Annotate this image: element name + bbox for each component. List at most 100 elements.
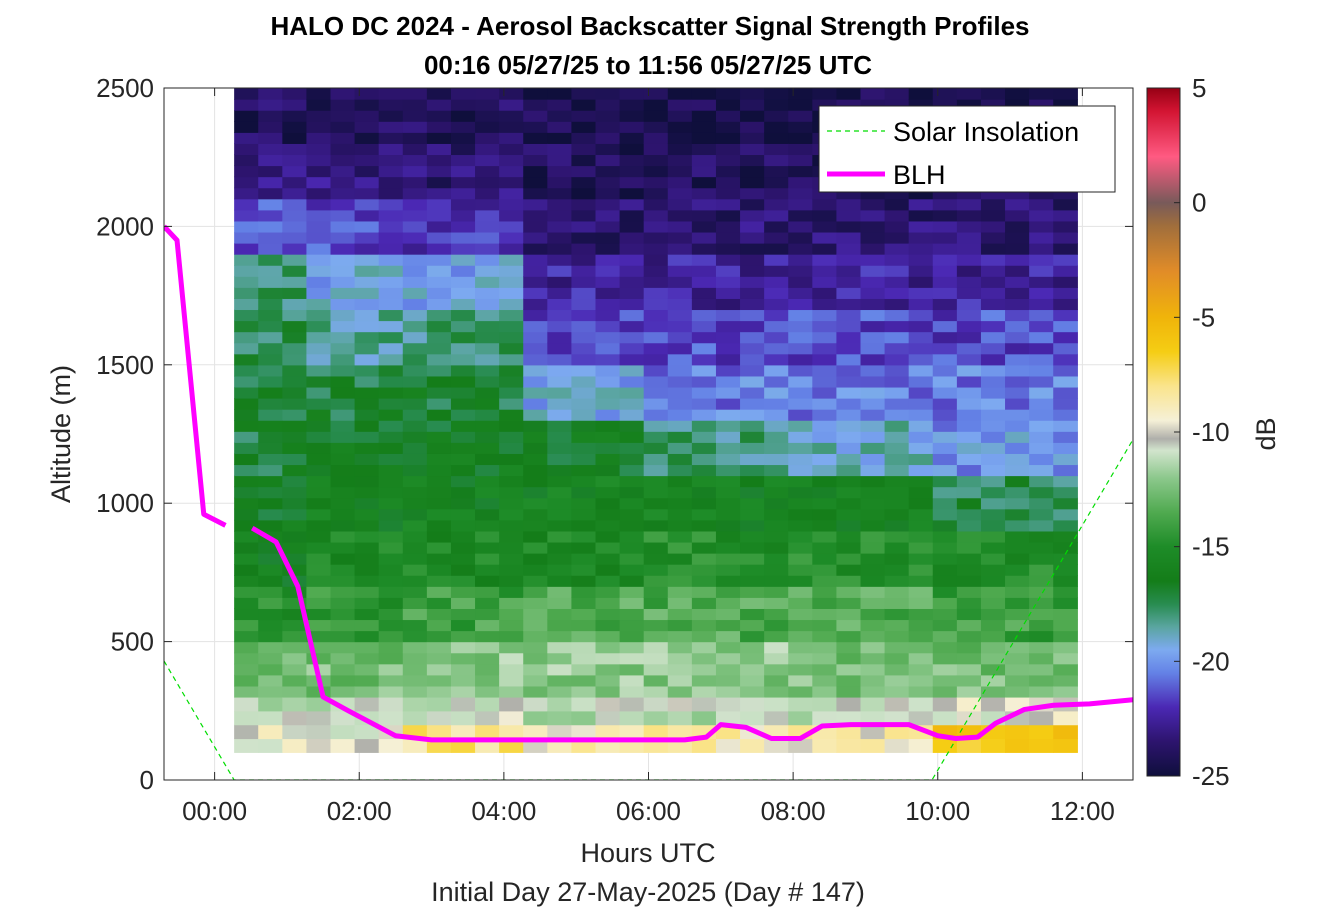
heatmap-cell [330,231,356,244]
heatmap-cell [306,541,332,554]
heatmap-cell [812,342,838,355]
heatmap-cell [354,342,380,355]
heatmap-cell [378,486,404,499]
heatmap-cell [499,231,524,244]
heatmap-cell [836,431,862,443]
heatmap-cell [547,553,573,565]
heatmap-cell [547,710,573,726]
heatmap-cell [426,597,452,609]
heatmap-cell [330,497,356,510]
heatmap-cell [740,386,765,399]
heatmap-cell [571,553,597,565]
heatmap-cell [499,110,524,122]
heatmap-cell [812,309,838,322]
heatmap-cell [715,597,741,609]
heatmap-cell [908,530,934,543]
heatmap-cell [595,652,621,665]
heatmap-cell [571,287,597,299]
heatmap-cell [450,320,476,333]
heatmap-cell [571,276,597,288]
heatmap-cell [1029,420,1054,432]
heatmap-cell [643,442,669,454]
heatmap-cell [956,287,982,299]
heatmap-cell [234,420,259,432]
heatmap-cell [234,652,259,665]
heatmap-cell [980,586,1006,598]
heatmap-cell [402,88,428,100]
heatmap-cell [306,298,332,311]
heatmap-cell [547,608,573,621]
heatmap-cell [884,497,910,510]
heatmap-cell [234,519,259,532]
heatmap-cell [547,154,573,167]
heatmap-cell [788,309,813,322]
heatmap-cell [860,464,886,477]
heatmap-cell [571,619,597,632]
heatmap-cell [499,663,524,676]
heatmap-cell [571,442,597,454]
heatmap-cell [234,431,259,443]
heatmap-cell [547,685,573,698]
heatmap-cell [1029,608,1054,621]
heatmap-cell [523,342,548,355]
heatmap-cell [740,553,765,565]
heatmap-cell [691,231,717,244]
heatmap-cell [234,685,259,698]
heatmap-cell [691,530,717,543]
heatmap-cell [234,738,259,753]
heatmap-cell [956,541,982,554]
heatmap-cell [691,696,717,712]
heatmap-cell [836,597,862,609]
heatmap-cell [643,619,669,632]
heatmap-cell [764,99,789,111]
heatmap-cell [499,608,524,621]
heatmap-cell [547,409,573,421]
heatmap-cell [788,254,813,266]
heatmap-cell [306,710,332,726]
heatmap-cell [234,508,259,521]
heatmap-cell [450,88,476,100]
heatmap-cell [547,386,573,399]
heatmap-cell [884,564,910,576]
heatmap-cell [980,696,1006,712]
heatmap-cell [1029,724,1054,740]
heatmap-cell [764,309,789,322]
heatmap-cell [523,353,548,366]
heatmap-cell [547,121,573,133]
heatmap-cell [691,453,717,466]
heatmap-cell [619,420,645,432]
heatmap-cell [956,553,982,565]
heatmap-cell [980,187,1006,200]
heatmap-cell [619,386,645,399]
heatmap-cell [980,464,1006,477]
heatmap-cell [764,121,789,133]
heatmap-cell [378,187,404,200]
heatmap-cell [1005,530,1030,543]
heatmap-cell [402,431,428,443]
heatmap-cell [450,386,476,399]
heatmap-cell [354,375,380,388]
heatmap-cell [812,276,838,288]
heatmap-cell [908,431,934,443]
heatmap-cell [980,243,1006,255]
heatmap-cell [715,710,741,726]
heatmap-cell [1029,464,1054,477]
heatmap-cell [836,298,862,311]
heatmap-cell [812,386,838,399]
heatmap-cell [932,431,958,443]
heatmap-cell [860,375,886,388]
heatmap-cell [715,287,741,299]
heatmap-cell [908,541,934,554]
heatmap-cell [1005,99,1030,111]
heatmap-cell [306,265,332,277]
heatmap-cell [908,243,934,255]
heatmap-cell [234,541,259,554]
heatmap-cell [643,364,669,377]
heatmap-cell [595,320,621,333]
heatmap-cell [884,265,910,277]
heatmap-cell [258,309,283,322]
heatmap-cell [547,110,573,122]
heatmap-cell [740,431,765,443]
heatmap-cell [691,331,717,344]
heatmap-cell [764,608,789,621]
